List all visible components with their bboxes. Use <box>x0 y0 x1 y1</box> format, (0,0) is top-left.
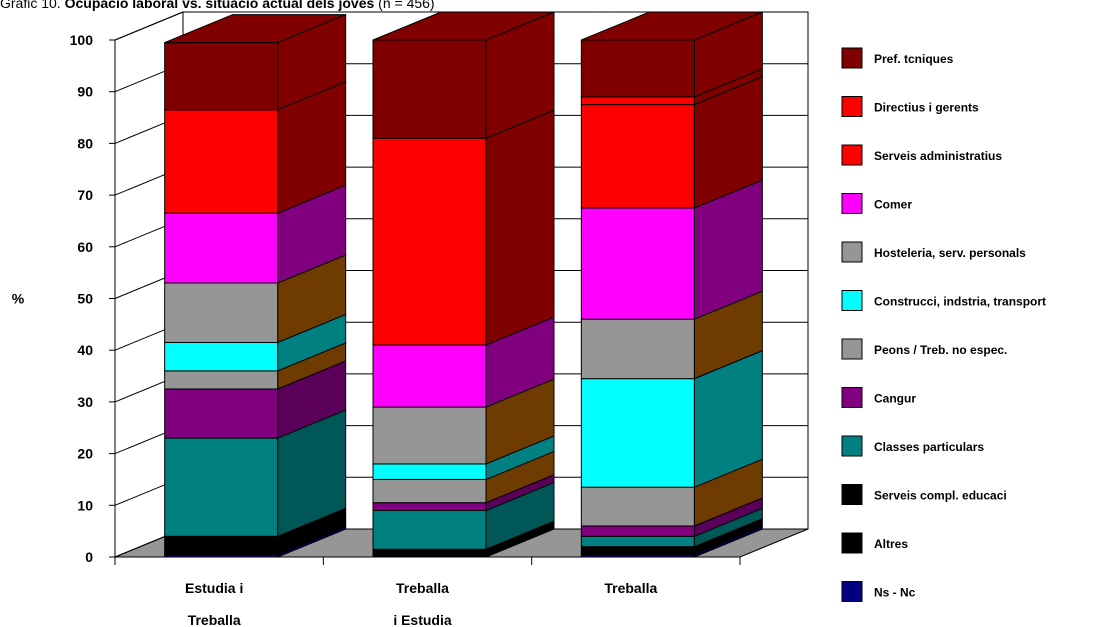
legend-swatch <box>841 338 863 360</box>
title-suffix: (n = 456) <box>378 0 435 11</box>
legend-swatch <box>841 532 863 554</box>
x-category-label: Treballa <box>604 580 657 596</box>
bar-segment-comer <box>164 212 279 284</box>
bar-segment-construcci-indstria-transport <box>164 341 279 372</box>
bar-segment-comer <box>372 344 487 408</box>
y-tick-label: 20 <box>77 446 93 462</box>
bar-segment-pref-tcniques <box>164 42 279 111</box>
y-tick-label: 0 <box>85 549 93 565</box>
legend-label: Construcci, indstria, transport <box>874 295 1046 309</box>
legend-label: Serveis administratius <box>874 149 1002 163</box>
legend-swatch <box>841 193 863 214</box>
bar-segment-comer <box>580 207 695 320</box>
legend-swatch <box>841 435 863 457</box>
x-category-label: Treballa <box>396 580 449 596</box>
bar-segment-altres <box>372 548 487 558</box>
bar-segment-cangur <box>372 502 487 511</box>
title-main: Ocupació laboral vs. situació actual del… <box>64 0 375 11</box>
legend-swatch <box>841 581 863 602</box>
legend-label: Cangur <box>874 392 916 406</box>
y-tick-label: 50 <box>77 291 93 307</box>
title-prefix: Gràfic 10. <box>0 0 61 11</box>
legend-swatch <box>841 290 863 311</box>
bar-segment-classes-particulars <box>372 509 487 550</box>
legend-label: Ns - Nc <box>874 586 916 600</box>
bar-segment-classes-particulars <box>164 437 279 537</box>
legend-label: Pref. tcniques <box>874 52 954 66</box>
bar-segment-cangur <box>164 388 279 439</box>
y-tick-label: 90 <box>77 84 93 100</box>
bar-segment-serveis-compl-educaci <box>164 535 279 553</box>
legend-swatch <box>841 484 863 505</box>
y-tick-label: 80 <box>77 135 93 151</box>
legend-label: Serveis compl. educaci <box>874 489 1007 503</box>
y-tick-label: 60 <box>77 239 93 255</box>
legend-label: Classes particulars <box>874 440 984 454</box>
bar-segment-construcci-indstria-transport <box>580 378 695 488</box>
x-category-label-line2: Treballa <box>188 612 241 627</box>
bar-segment-peons-treb-no-espec- <box>372 478 487 504</box>
bar-top <box>372 11 555 41</box>
bar-segment-hosteleria-serv-personals <box>164 282 279 343</box>
legend-swatch <box>841 47 863 69</box>
bar-segment-pref-tcniques <box>372 39 487 139</box>
y-tick-label: 30 <box>77 394 93 410</box>
bar-segment-cangur <box>580 525 695 537</box>
y-tick-label: 70 <box>77 187 93 203</box>
y-tick-label: 100 <box>70 32 94 48</box>
bar-segment-hosteleria-serv-personals <box>580 318 695 380</box>
bar-segment-serveis-administratius <box>164 109 279 214</box>
bar-segment-serveis-administratius <box>580 104 695 209</box>
legend-label: Hosteleria, serv. personals <box>874 246 1026 260</box>
bar-segment-serveis-administratius <box>372 137 487 346</box>
legend-swatch <box>841 387 863 408</box>
y-axis-label: % <box>12 291 25 307</box>
y-tick-label: 10 <box>77 497 93 513</box>
bar-segment-hosteleria-serv-personals <box>372 406 487 465</box>
bar-segment-directius-i-gerents <box>580 96 695 106</box>
legend-swatch <box>841 144 863 166</box>
bar-segment-peons-treb-no-espec- <box>580 486 695 527</box>
legend-label: Comer <box>874 198 912 212</box>
legend-label: Peons / Treb. no espec. <box>874 343 1007 357</box>
bar-segment-altres <box>580 546 695 555</box>
legend-swatch <box>841 241 863 263</box>
bar-segment-pref-tcniques <box>580 39 695 98</box>
bar-segment-peons-treb-no-espec- <box>164 370 279 390</box>
bar-top <box>581 11 763 41</box>
chart-title: Gràfic 10. Ocupació laboral vs. situació… <box>0 0 435 11</box>
bar-segment-classes-particulars <box>580 535 695 548</box>
legend-swatch <box>841 96 863 117</box>
x-category-label-line2: i Estudia <box>393 612 452 627</box>
legend-label: Directius i gerents <box>874 101 979 115</box>
bar-side-serveis-administratius <box>485 109 555 346</box>
bar-segment-construcci-indstria-transport <box>372 463 487 480</box>
x-category-label: Estudia i <box>185 580 243 596</box>
legend-label: Altres <box>874 537 908 551</box>
gridline-diagonal <box>114 11 184 41</box>
y-tick-label: 40 <box>77 342 93 358</box>
bar-top <box>164 14 346 44</box>
